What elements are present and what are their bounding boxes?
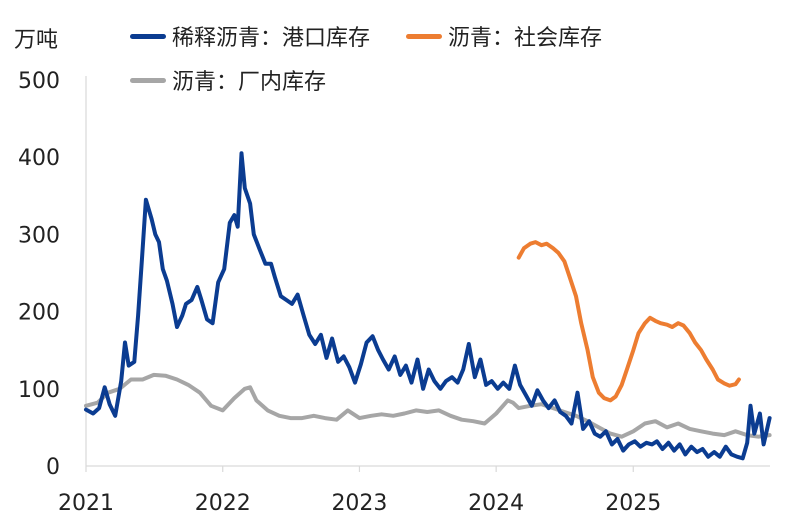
series-layer [84,151,772,461]
x-tick-label: 2022 [195,491,251,516]
x-tick-label: 2021 [58,491,114,516]
legend-label-factory: 沥青：厂内库存 [172,70,327,95]
x-tick-label: 2024 [468,491,524,516]
y-tick-label: 0 [46,455,60,480]
series-social-inventory [516,240,741,403]
axes: 0 100 200 300 400 500 2021 2022 2023 2024 2025 [18,69,770,516]
x-tick-label: 2025 [605,491,661,516]
unit-label: 万吨 [14,28,59,53]
y-tick-label: 100 [18,378,60,403]
y-tick-label: 400 [18,146,60,171]
series-port-inventory [84,151,772,461]
legend-swatch-port [130,33,166,39]
series-factory-inventory [84,372,772,439]
legend-label-port: 稀释沥青：港口库存 [172,26,371,51]
legend-item-factory: 沥青：厂内库存 [130,64,326,96]
legend-item-port: 稀释沥青：港口库存 [130,20,370,52]
legend-swatch-factory [130,77,166,83]
legend-swatch-social [406,33,442,39]
y-tick-label: 500 [18,69,60,94]
y-tick-label: 300 [18,223,60,248]
legend-label-social: 沥青：社会库存 [448,26,603,51]
x-tick-label: 2023 [331,491,387,516]
legend-item-social: 沥青：社会库存 [406,20,602,52]
y-tick-label: 200 [18,301,60,326]
